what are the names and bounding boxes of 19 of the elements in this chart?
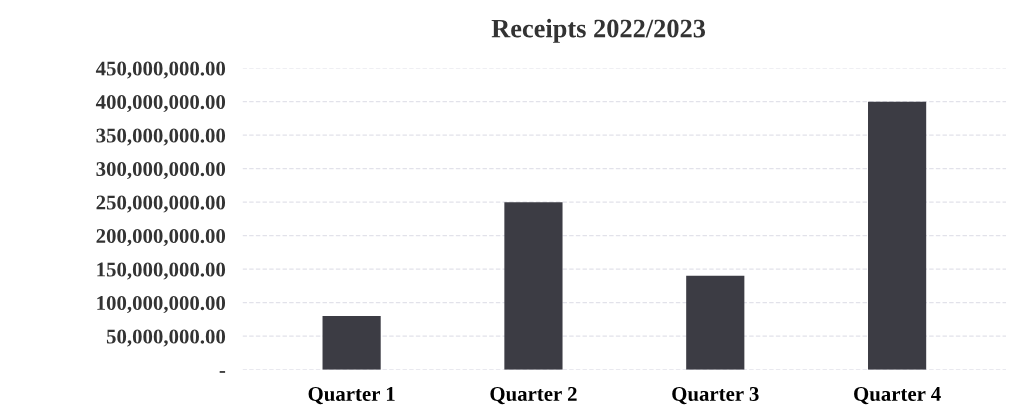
y-tick-label: 100,000,000.00 [97,296,226,314]
x-tick-label: Quarter 4 [854,386,941,405]
y-tick-label: 450,000,000.00 [95,61,226,79]
bar [322,316,381,370]
chart-title: Receipts 2022/2023 [491,18,706,43]
y-tick-label: 50,000,000.00 [106,329,226,347]
y-tick-label: 300,000,000.00 [96,162,226,180]
bar [868,101,927,370]
bar [504,202,563,370]
x-tick-label: Quarter 2 [490,386,577,405]
y-tick-label: - [219,371,226,373]
y-tick-label: 400,000,000.00 [95,95,226,113]
x-tick-label: Quarter 1 [308,386,395,405]
y-tick-label: 150,000,000.00 [97,262,226,280]
bar [686,275,745,370]
y-tick-label: 250,000,000.00 [96,195,226,213]
x-tick-label: Quarter 3 [672,386,759,405]
y-tick-label: 200,000,000.00 [96,229,226,247]
y-tick-label: 350,000,000.00 [96,128,226,146]
